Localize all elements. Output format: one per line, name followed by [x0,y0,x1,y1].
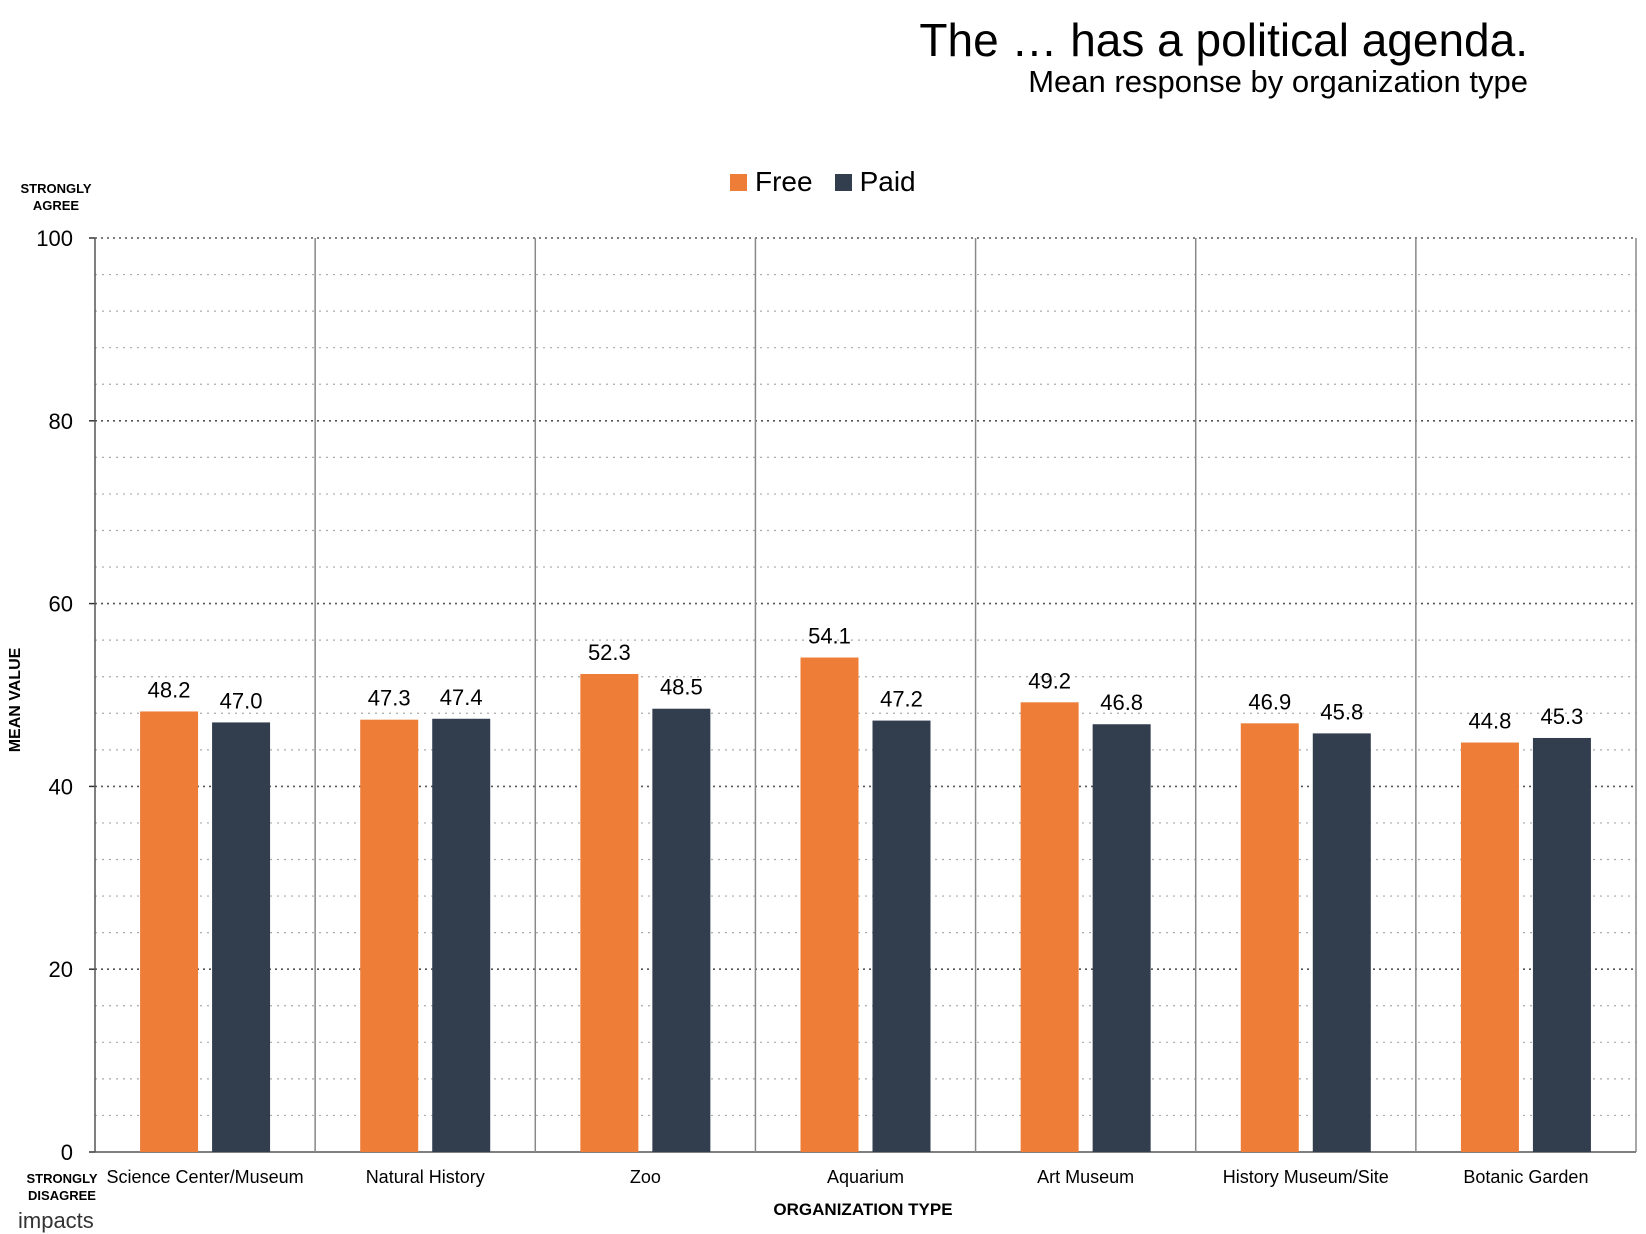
bar-free [1020,702,1079,1152]
bar-free [800,657,859,1152]
x-tick-label: History Museum/Site [1223,1167,1389,1187]
y-axis-bottom-label: STRONGLY DISAGREE [26,1171,98,1203]
bar-paid [652,708,711,1152]
legend-swatch-paid [834,173,852,191]
bar-paid [1312,733,1371,1152]
legend-label-paid: Paid [859,166,916,197]
data-label: 49.2 [1028,668,1071,693]
legend-swatch-free [730,173,747,191]
bar-paid [1532,737,1591,1152]
data-label: 47.0 [220,688,263,713]
y-tick-label: 100 [36,226,73,251]
data-label: 46.9 [1248,689,1291,714]
data-label: 46.8 [1100,690,1143,715]
data-label: 47.4 [440,685,483,710]
x-axis-title: ORGANIZATION TYPE [773,1200,953,1219]
y-axis-top-label: STRONGLY AGREE [20,181,92,213]
x-tick-label: Science Center/Museum [107,1167,304,1187]
legend-label-free: Free [755,166,813,197]
x-tick-label: Zoo [630,1167,661,1187]
y-tick-label: 40 [49,774,73,799]
chart-title: The … has a political agenda. [919,14,1528,66]
legend-item-paid: Paid [834,166,916,198]
data-label: 44.8 [1469,709,1512,734]
data-label: 45.8 [1320,699,1363,724]
bar-free [580,673,639,1152]
data-label: 45.3 [1541,704,1584,729]
bar-free [1240,723,1299,1152]
legend-item-free: Free [730,166,813,198]
x-tick-label: Art Museum [1037,1167,1134,1187]
impacts-logo: impacts [18,1208,94,1233]
bar-free [360,719,419,1152]
x-tick-label: Botanic Garden [1463,1167,1588,1187]
bar-paid [432,718,491,1152]
x-tick-label: Natural History [366,1167,485,1187]
y-tick-label: 0 [61,1140,73,1165]
data-label: 47.2 [880,687,923,712]
data-label: 52.3 [588,640,631,665]
data-label: 48.5 [660,675,703,700]
bar-paid [1092,724,1151,1152]
x-tick-label: Aquarium [827,1167,904,1187]
y-tick-label: 60 [49,592,73,617]
y-tick-label: 80 [49,409,73,434]
y-tick-label: 20 [49,957,73,982]
bar-free [140,711,199,1152]
bar-paid [212,722,271,1152]
bar-paid [872,720,931,1152]
legend: Free Paid [730,166,938,198]
data-label: 54.1 [808,624,851,649]
data-label: 47.3 [368,686,411,711]
chart-subtitle: Mean response by organization type [1028,64,1528,99]
bar-free [1460,742,1519,1152]
data-label: 48.2 [148,677,191,702]
